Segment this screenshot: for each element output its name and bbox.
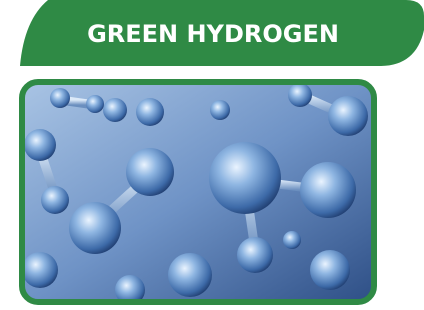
page: GREEN HYDROGEN <box>0 0 424 310</box>
banner-title: GREEN HYDROGEN <box>87 20 339 48</box>
molecule-image <box>22 82 374 305</box>
card: GREEN HYDROGEN <box>0 0 424 310</box>
